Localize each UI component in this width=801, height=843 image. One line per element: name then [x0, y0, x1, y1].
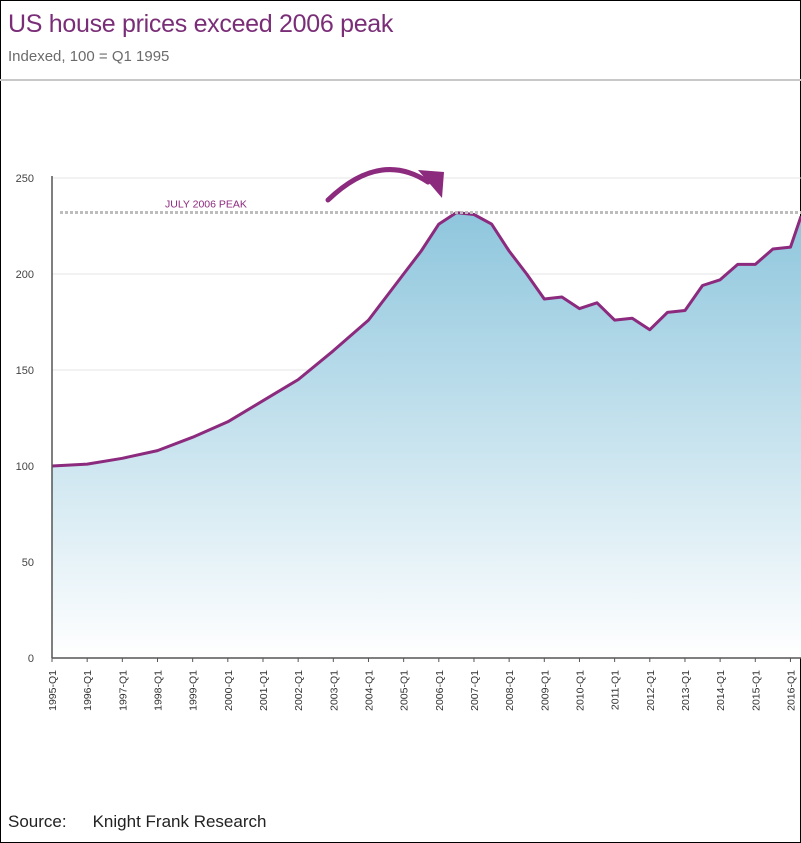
x-tick-label-2003-Q1: 2003-Q1: [328, 670, 340, 711]
x-tick-label-2000-Q1: 2000-Q1: [223, 670, 235, 711]
x-tick-label-2011-Q1: 2011-Q1: [610, 670, 622, 710]
source-label: Source:: [8, 812, 67, 831]
x-tick-label-2004-Q1: 2004-Q1: [363, 670, 375, 711]
x-tick-label-1995-Q1: 1995-Q1: [47, 670, 59, 711]
peak-arrow-icon: [325, 167, 431, 203]
y-tick-label-200: 200: [16, 269, 34, 281]
x-tick-label-2002-Q1: 2002-Q1: [293, 670, 305, 711]
peak-annotation-label: JULY 2006 PEAK: [165, 199, 247, 211]
series-area: [52, 212, 801, 658]
x-tick-label-2009-Q1: 2009-Q1: [539, 670, 551, 711]
peak-arrow-head-icon: [418, 170, 444, 198]
title-divider: [0, 79, 801, 81]
y-tick-label-150: 150: [16, 365, 34, 377]
x-tick-label-2008-Q1: 2008-Q1: [504, 670, 516, 711]
source-note: Source: Knight Frank Research: [8, 812, 266, 832]
x-tick-label-2012-Q1: 2012-Q1: [645, 670, 657, 711]
x-tick-label-2006-Q1: 2006-Q1: [434, 670, 446, 711]
series-line: [51, 211, 801, 468]
y-tick-label-0: 0: [28, 653, 34, 665]
y-tick-label-50: 50: [22, 557, 34, 569]
y-tick-label-100: 100: [16, 461, 34, 473]
x-tick-label-1998-Q1: 1998-Q1: [152, 670, 164, 711]
x-tick-label-2005-Q1: 2005-Q1: [399, 670, 411, 711]
x-tick-label-2010-Q1: 2010-Q1: [574, 670, 586, 711]
x-tick-label-2014-Q1: 2014-Q1: [715, 670, 727, 711]
source-value: Knight Frank Research: [92, 812, 267, 831]
x-tick-label-2007-Q1: 2007-Q1: [469, 670, 481, 711]
chart-title: US house prices exceed 2006 peak: [8, 10, 394, 38]
chart-subtitle: Indexed, 100 = Q1 1995: [8, 48, 170, 65]
x-tick-label-2015-Q1: 2015-Q1: [750, 670, 762, 711]
y-tick-label-250: 250: [16, 173, 34, 185]
x-tick-label-1996-Q1: 1996-Q1: [82, 670, 94, 711]
x-tick-label-2013-Q1: 2013-Q1: [680, 670, 692, 711]
x-tick-label-2016-Q1: 2016-Q1: [785, 670, 797, 711]
x-tick-label-1999-Q1: 1999-Q1: [188, 670, 200, 711]
x-tick-label-2001-Q1: 2001-Q1: [258, 670, 270, 711]
x-tick-label-1997-Q1: 1997-Q1: [117, 670, 129, 711]
